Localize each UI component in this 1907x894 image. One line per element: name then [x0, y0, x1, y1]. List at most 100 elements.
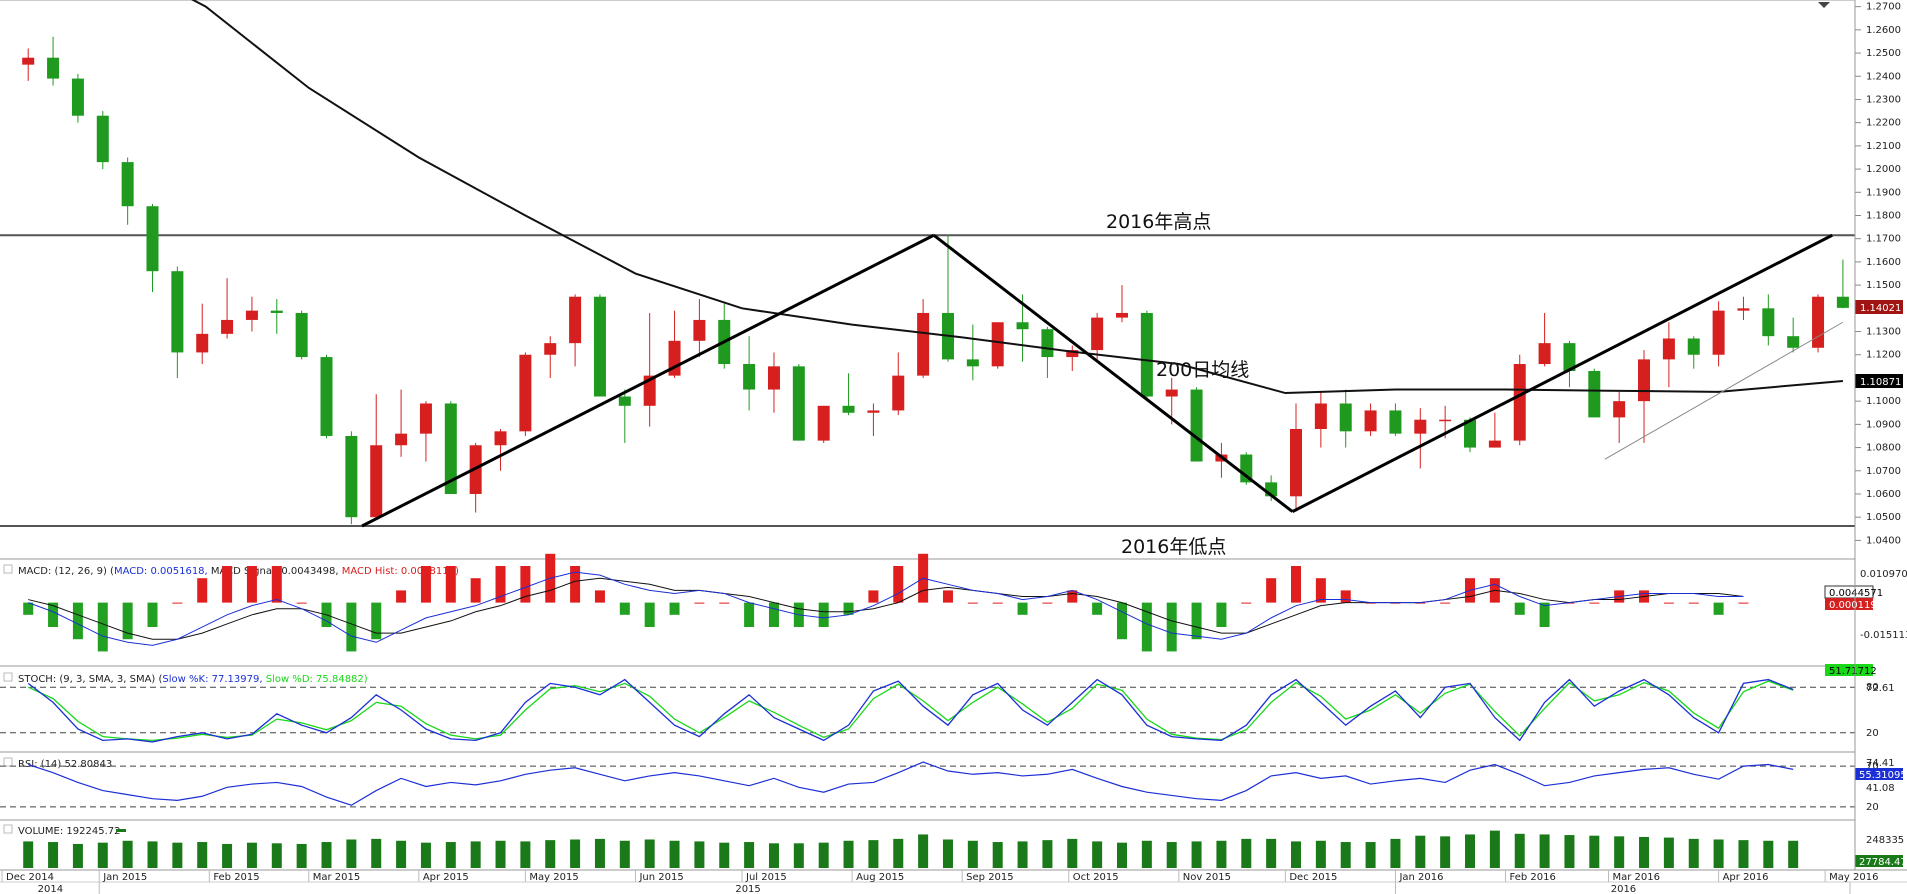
pane-toggle-icon[interactable]: [3, 824, 13, 834]
volume-bar: [1390, 838, 1401, 868]
volume-bar: [793, 843, 804, 868]
volume-bar: [271, 843, 282, 868]
volume-bar: [918, 834, 929, 868]
rsi-levels: [0, 765, 1855, 808]
macd-hist-bar: [1266, 578, 1277, 603]
macd-label-macd: MACD: 0.0051618,: [114, 566, 208, 577]
macd-hist-bar: [694, 602, 705, 604]
rsi-label: RSI: (14) 52.80843: [18, 759, 112, 770]
chevron-down-icon[interactable]: [1818, 2, 1830, 8]
candle-body: [817, 405, 830, 441]
candle-body: [892, 375, 905, 411]
stoch-label-d: Slow %D: 75.84882): [263, 674, 368, 685]
macd-hist-bar: [1688, 602, 1699, 604]
volume-bar: [1589, 835, 1600, 868]
price-tick-label: 1.2100: [1866, 141, 1901, 152]
ma-tag-text: 1.10871: [1860, 377, 1901, 388]
macd-hist-bar: [768, 602, 779, 628]
price-tick-label: 1.1600: [1866, 257, 1901, 268]
price-tick-label: 1.0800: [1866, 443, 1901, 454]
volume-bar: [396, 840, 407, 868]
volume-label: VOLUME: 192245.72: [18, 826, 121, 837]
volume-bar: [420, 842, 431, 868]
macd-hist-bar: [669, 602, 680, 615]
year-label: 2015: [735, 884, 760, 894]
candle-body: [966, 359, 979, 367]
volume-bar: [619, 840, 630, 868]
candle-body: [1314, 403, 1327, 430]
candle-body: [1115, 312, 1128, 318]
candle-body: [1712, 310, 1725, 355]
volume-bar: [1440, 836, 1451, 868]
pane-toggle-icon[interactable]: [3, 672, 13, 682]
stoch-tick-label: 80: [1866, 682, 1879, 693]
candle-body: [320, 357, 333, 436]
candle-body: [1513, 364, 1526, 441]
candle-body: [643, 375, 656, 406]
price-pane[interactable]: 1.0400 1.0500 1.0600 1.0700 1.0800 1.0900 1.10…: [0, 0, 1903, 558]
volume-bar: [1067, 838, 1078, 868]
macd-hist-bar: [470, 578, 481, 603]
candle-body: [196, 333, 209, 353]
date-label: Jan 2016: [1398, 872, 1443, 883]
price-tick-label: 1.0500: [1866, 512, 1901, 523]
volume-bar: [1639, 836, 1650, 868]
stoch-label-prefix: STOCH: (9, 3, SMA, 3, SMA) (: [18, 674, 163, 685]
stoch-k-line: [27, 678, 1794, 743]
rsi-tick-label: 74.41: [1866, 758, 1895, 769]
macd-hist-bar: [644, 602, 655, 628]
candle-body: [221, 319, 234, 334]
candle-body: [1439, 419, 1452, 422]
macd-hist-bar: [1440, 602, 1451, 604]
candle-body: [444, 403, 457, 494]
macd-hist-tag-text: 0.0001192: [1829, 600, 1883, 611]
volume-bar: [1564, 835, 1575, 868]
price-tag: 1.14021: [1855, 300, 1903, 314]
candle-body: [146, 206, 159, 272]
pane-toggle-icon[interactable]: [3, 757, 13, 767]
volume-bar: [321, 842, 332, 868]
candle-body: [295, 312, 308, 358]
macd-hist-bar: [570, 566, 581, 603]
volume-bar: [1713, 839, 1724, 868]
macd-tick-label: 0.0109705: [1860, 569, 1907, 580]
ma-tag: 1.10871: [1855, 374, 1903, 388]
macd-hist-bar: [1067, 590, 1078, 603]
volume-axis: 248335: [1866, 835, 1904, 846]
volume-pane[interactable]: VOLUME: 192245.72 248335 27784.47: [0, 819, 1907, 868]
candle-body: [544, 343, 557, 355]
macd-hist-bar: [1539, 602, 1550, 628]
pane-toggle-icon[interactable]: [3, 564, 13, 574]
price-tick-label: 1.2600: [1866, 25, 1901, 36]
date-label: Mar 2016: [1613, 872, 1661, 883]
rsi-tick-label: 70: [1866, 761, 1879, 772]
macd-hist-bar: [371, 602, 382, 640]
stochastic-pane[interactable]: STOCH: (9, 3, SMA, 3, SMA) (Slow %K: 77.…: [0, 664, 1895, 743]
candle-body: [1464, 419, 1477, 448]
stoch-tick-label: 20: [1866, 728, 1879, 739]
volume-bar: [520, 841, 531, 868]
macd-pane[interactable]: MACD: (12, 26, 9) (MACD: 0.0051618, MACD…: [0, 553, 1907, 652]
volume-legend-swatch: [116, 829, 126, 832]
macd-label-hist: MACD Hist: 0.0008119): [339, 566, 459, 577]
volume-bar: [570, 839, 581, 868]
rsi-tick-label: 41.08: [1866, 783, 1895, 794]
macd-hist-bar: [992, 602, 1003, 604]
date-label: Jan 2015: [102, 872, 147, 883]
rsi-tag-box: [1855, 768, 1903, 780]
candle-body: [569, 296, 582, 344]
macd-hist-bar: [1738, 602, 1749, 604]
macd-hist-bar: [1340, 590, 1351, 603]
volume-bar: [1465, 834, 1476, 868]
volume-bar: [1489, 830, 1500, 868]
volume-bar: [644, 839, 655, 868]
stoch-k-tag-box: [1825, 664, 1873, 676]
candle-body: [1290, 429, 1303, 497]
macd-hist-bar: [868, 590, 879, 603]
rsi-line-path: [28, 761, 1794, 806]
price-tick-label: 1.2000: [1866, 164, 1901, 175]
ma-tag-box: [1855, 374, 1903, 388]
price-tick-label: 1.2300: [1866, 94, 1901, 105]
